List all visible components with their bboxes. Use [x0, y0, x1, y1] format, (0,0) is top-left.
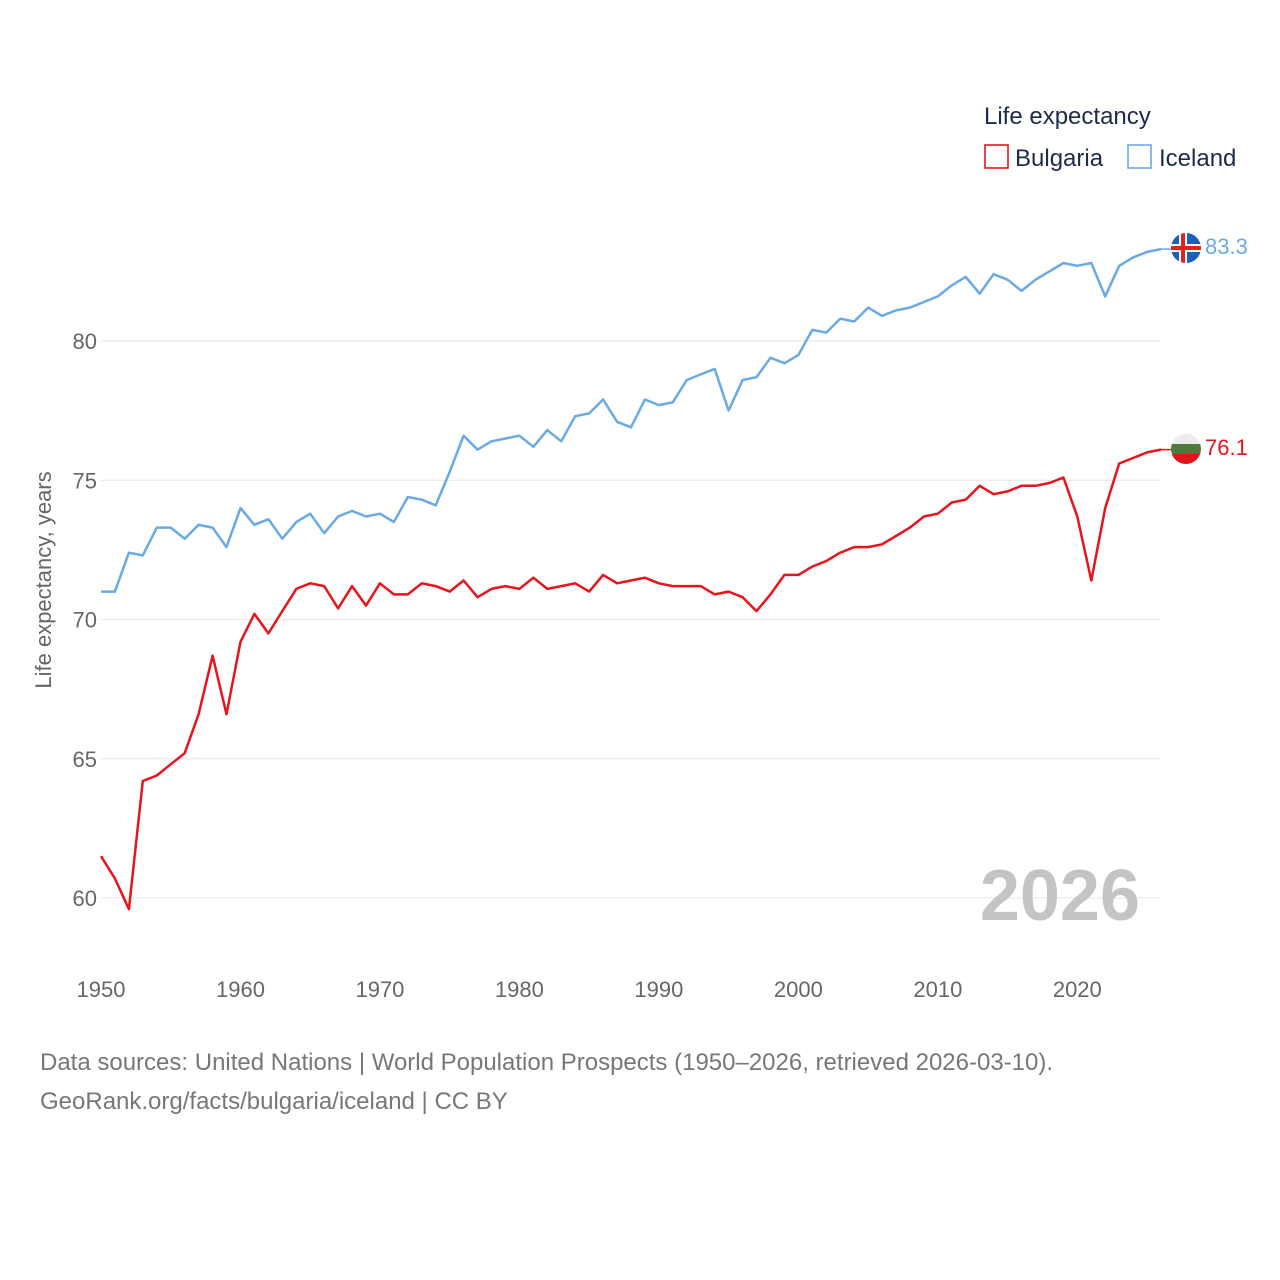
source-note: Data sources: United Nations | World Pop…: [40, 1043, 1053, 1121]
series-line-bulgaria[interactable]: [99, 448, 1162, 911]
x-tick-label: 2020: [1053, 977, 1102, 1002]
bulgaria-end-value: 76.1: [1205, 435, 1248, 460]
x-tick-label: 1950: [77, 977, 126, 1002]
source-line-2[interactable]: GeoRank.org/facts/bulgaria/iceland | CC …: [40, 1088, 508, 1115]
x-axis-ticks: 1950 1960 1970 1980 1990 2000 2010 2020: [77, 977, 1102, 1002]
legend-swatch-bulgaria[interactable]: [984, 144, 1009, 169]
series-lines: [99, 247, 1172, 911]
x-tick-label: 1960: [216, 977, 265, 1002]
source-line-1: Data sources: United Nations | World Pop…: [40, 1049, 1054, 1076]
bulgaria-flag-icon: [1171, 434, 1201, 464]
legend-label-iceland[interactable]: Iceland: [1159, 145, 1236, 172]
x-tick-label: 1990: [634, 977, 683, 1002]
y-tick-label: 70: [73, 608, 97, 633]
y-tick-label: 65: [73, 747, 97, 772]
legend: Life expectancy Bulgaria Iceland: [984, 103, 1236, 172]
y-axis-ticks: 60 65 70 75 80: [73, 329, 97, 911]
current-year-watermark: 2026: [980, 856, 1140, 936]
x-tick-label: 2010: [913, 977, 962, 1002]
x-tick-label: 1970: [355, 977, 404, 1002]
legend-title: Life expectancy: [984, 103, 1151, 130]
iceland-flag-icon: [1171, 233, 1201, 263]
x-tick-label: 1980: [495, 977, 544, 1002]
legend-label-bulgaria[interactable]: Bulgaria: [1015, 145, 1104, 172]
y-tick-label: 60: [73, 886, 97, 911]
iceland-end-value: 83.3: [1205, 234, 1248, 259]
y-axis-label: Life expectancy, years: [31, 471, 56, 688]
series-line-iceland[interactable]: [101, 247, 1162, 593]
y-tick-label: 80: [73, 329, 97, 354]
legend-swatch-iceland[interactable]: [1127, 144, 1152, 169]
x-tick-label: 2000: [774, 977, 823, 1002]
y-tick-label: 75: [73, 468, 97, 493]
